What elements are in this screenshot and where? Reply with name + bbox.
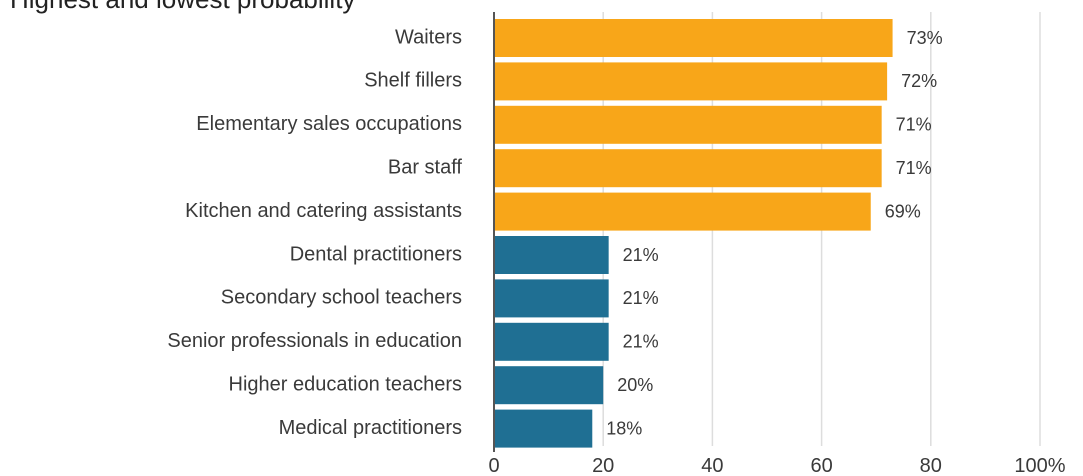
value-label-elementary-sales-occupations: 71% [896,115,932,135]
category-label-bar-staff: Bar staff [388,156,463,178]
bar-waiters [494,19,893,57]
value-label-senior-professionals-in-education: 21% [623,332,659,352]
x-tick-label-60: 60 [810,455,832,476]
category-label-shelf-fillers: Shelf fillers [364,70,462,92]
title-layer: Highest and lowest probability [10,0,355,14]
category-label-senior-professionals-in-education: Senior professionals in education [167,330,462,352]
value-label-kitchen-and-catering-assistants: 69% [885,201,921,221]
bar-dental-practitioners [494,236,609,274]
bar-senior-professionals-in-education [494,322,609,361]
value-label-medical-practitioners: 18% [606,418,642,438]
value-label-waiters: 73% [907,28,943,48]
bar-layer [494,19,893,448]
value-label-dental-practitioners: 21% [623,245,659,265]
category-label-medical-practitioners: Medical practitioners [279,417,462,439]
category-label-secondary-school-teachers: Secondary school teachers [221,287,462,309]
x-tick-label-80: 80 [920,455,942,476]
bar-higher-education-teachers [494,366,604,405]
value-label-higher-education-teachers: 20% [617,375,653,395]
chart-title: Highest and lowest probability [10,0,355,14]
x-tick-label-0: 0 [488,455,499,476]
category-label-waiters: Waiters [395,26,462,48]
value-label-bar-staff: 71% [896,158,932,178]
label-layer: Waiters 73% Shelf fillers 72% Elementary sal… [167,26,942,439]
x-tick-label-20: 20 [592,455,614,476]
value-label-secondary-school-teachers: 21% [623,288,659,308]
bar-shelf-fillers [494,62,888,101]
axis-layer: 0 20 40 60 80 100% [488,12,1066,476]
bar-elementary-sales-occupations [494,105,882,144]
bar-bar-staff [494,149,882,188]
x-tick-label-100: 100% [1014,455,1065,476]
bar-kitchen-and-catering-assistants [494,192,871,231]
category-label-kitchen-and-catering-assistants: Kitchen and catering assistants [185,200,462,222]
bar-medical-practitioners [494,409,593,448]
bar-secondary-school-teachers [494,279,609,318]
value-label-shelf-fillers: 72% [901,71,937,91]
category-label-elementary-sales-occupations: Elementary sales occupations [196,113,462,135]
x-tick-label-40: 40 [701,455,723,476]
category-label-dental-practitioners: Dental practitioners [290,243,462,265]
category-label-higher-education-teachers: Higher education teachers [229,373,462,395]
